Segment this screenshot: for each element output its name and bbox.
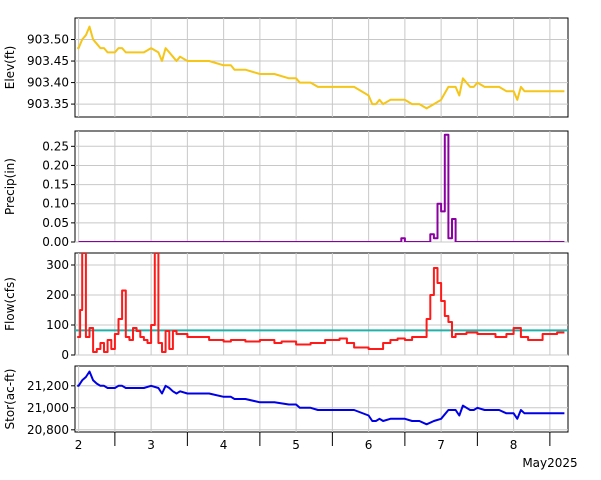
y-tick-label: 20,800 — [27, 423, 69, 437]
y-tick-label: 0.25 — [42, 139, 69, 153]
y-tick-label: 21,000 — [27, 401, 69, 415]
y-axis-label: Elev(ft) — [3, 46, 17, 89]
panel-1: 0.00 0.05 0.10 0.15 0.20 0.25 Precip(in) — [3, 130, 569, 249]
x-tick-label: 8 — [510, 438, 518, 452]
y-axis-label: Stor(ac-ft) — [3, 369, 17, 430]
data-series — [77, 25, 565, 110]
panel-frame — [74, 365, 569, 433]
x-tick-label: 6 — [365, 438, 373, 452]
data-series — [78, 133, 565, 242]
x-month-label: May2025 — [522, 456, 577, 470]
y-tick-label: 0.00 — [42, 235, 69, 249]
x-tick-label: 4 — [220, 438, 228, 452]
panels: 903.35 903.40 903.45 903.50 Elev(ft) 0.00 0.05… — [3, 17, 569, 437]
y-axis-label: Precip(in) — [3, 158, 17, 215]
y-tick-label: 903.35 — [27, 97, 69, 111]
y-tick-label: 903.45 — [27, 54, 69, 68]
y-tick-label: 903.50 — [27, 33, 69, 47]
y-tick-label: 0.10 — [42, 197, 69, 211]
y-tick-label: 100 — [46, 318, 69, 332]
data-series — [77, 253, 565, 353]
panel-frame — [74, 17, 569, 118]
y-tick-label: 0.20 — [42, 158, 69, 172]
panel-frame — [74, 130, 569, 243]
x-tick-label: 3 — [147, 438, 155, 452]
y-tick-label: 0 — [61, 348, 69, 362]
x-tick-label: 2 — [75, 438, 83, 452]
y-tick-label: 21,200 — [27, 379, 69, 393]
panel-3: 20,800 21,000 21,200 Stor(ac-ft) — [3, 365, 569, 437]
y-tick-label: 903.40 — [27, 76, 69, 90]
panel-0: 903.35 903.40 903.45 903.50 Elev(ft) — [3, 17, 569, 118]
panel-frame — [74, 252, 569, 356]
y-tick-label: 300 — [46, 258, 69, 272]
x-tick-label: 5 — [292, 438, 300, 452]
x-tick-label: 7 — [437, 438, 445, 452]
panel-2: 0 100 200 300 Flow(cfs) — [3, 252, 569, 362]
x-axis: 2 3 4 5 6 7 8 — [75, 432, 551, 452]
data-series — [77, 370, 565, 426]
y-axis-label: Flow(cfs) — [3, 277, 17, 331]
y-tick-label: 200 — [46, 288, 69, 302]
y-tick-label: 0.05 — [42, 216, 69, 230]
y-tick-label: 0.15 — [42, 178, 69, 192]
